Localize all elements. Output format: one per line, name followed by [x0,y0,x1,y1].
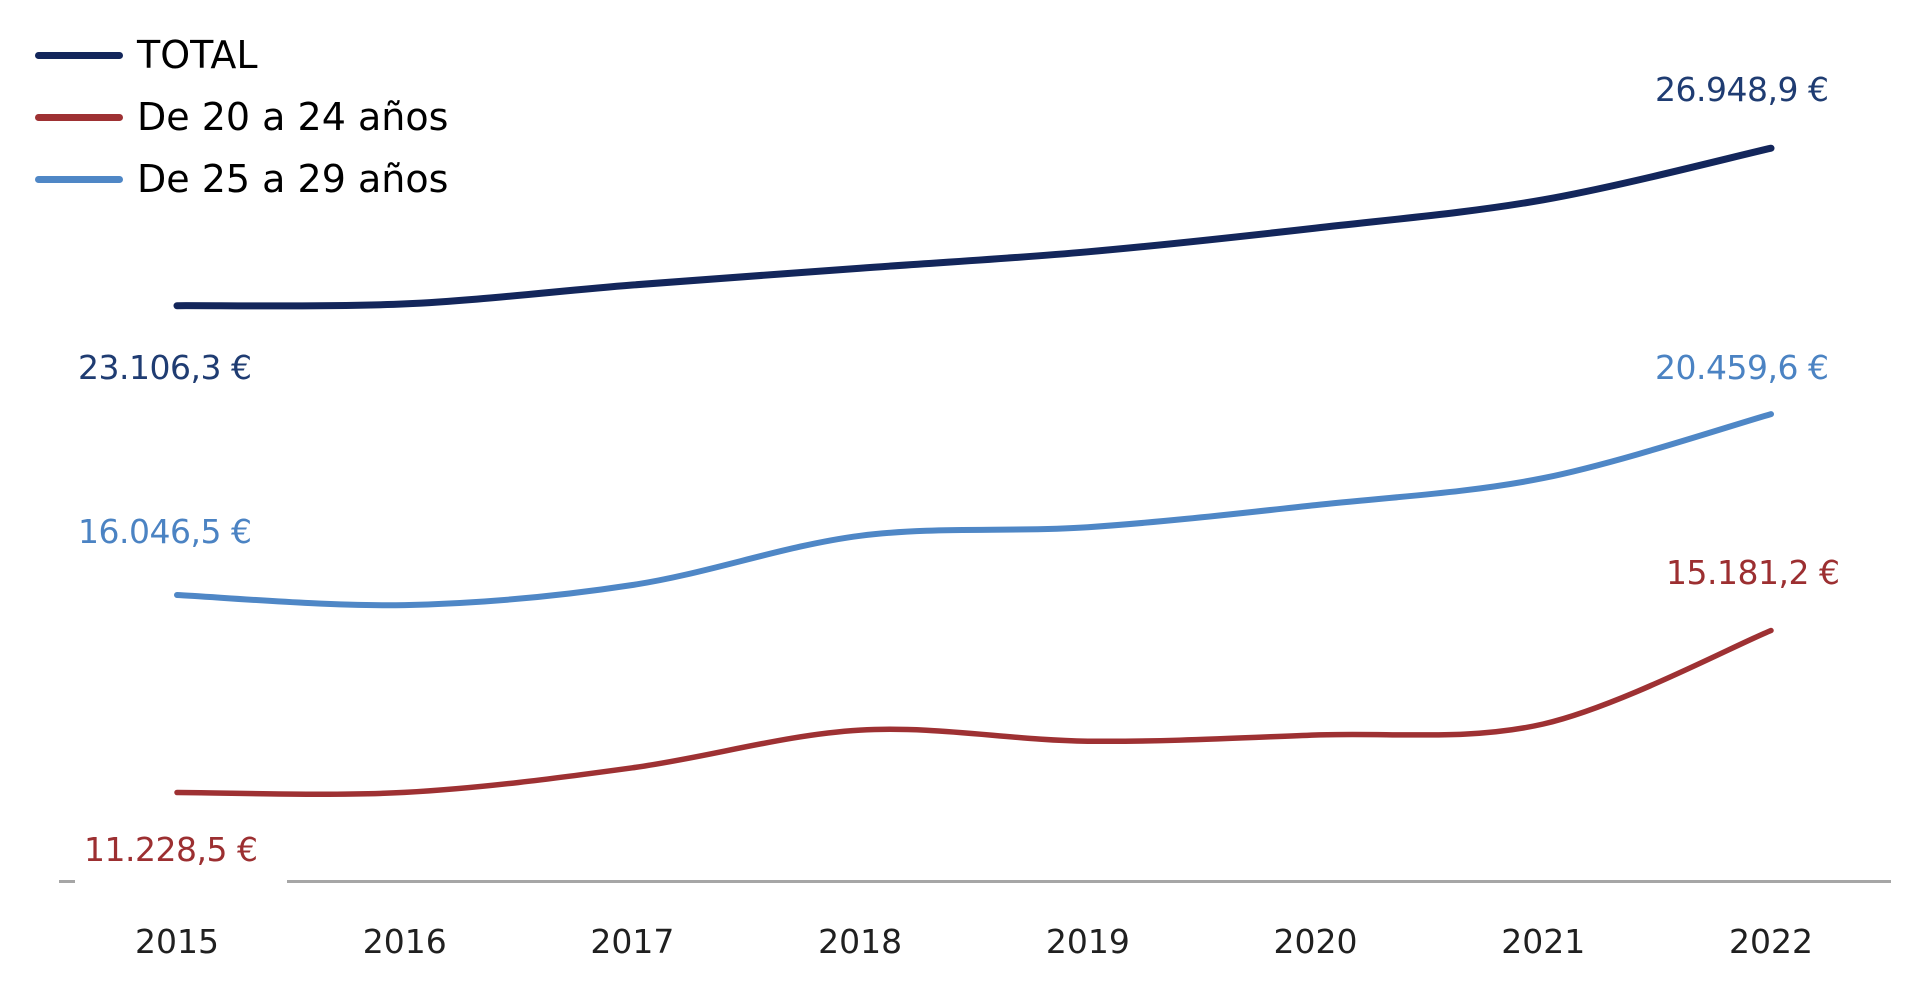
value-label-20-24-2022: 15.181,2 € [1666,553,1840,592]
legend-swatch-total [35,51,123,59]
legend-item-25-29: De 25 a 29 años [35,148,448,210]
x-axis-label-2016: 2016 [362,922,447,961]
x-axis-line [287,880,1891,883]
x-axis-label-2020: 2020 [1273,922,1358,961]
value-label-20-24-2015: 11.228,5 € [84,830,258,869]
legend-item-20-24: De 20 a 24 años [35,86,448,148]
x-axis-label-2021: 2021 [1501,922,1586,961]
legend: TOTAL De 20 a 24 años De 25 a 29 años [35,24,448,210]
value-label-total-2015: 23.106,3 € [78,348,252,387]
x-axis-label-2015: 2015 [135,922,219,961]
x-axis-label-2017: 2017 [590,922,675,961]
x-axis-label-2019: 2019 [1045,922,1130,961]
line-25-29-anos [174,411,1774,609]
line-20-24-anos [174,627,1774,797]
x-axis-label-2018: 2018 [818,922,903,961]
x-axis-label-2022: 2022 [1728,922,1813,961]
legend-label-total: TOTAL [137,33,258,77]
legend-swatch-20-24 [35,113,123,121]
value-label-25-29-2022: 20.459,6 € [1655,348,1829,387]
legend-item-total: TOTAL [35,24,448,86]
legend-label-20-24: De 20 a 24 años [137,95,449,139]
x-axis-labels: 2015 2016 2017 2018 2019 2020 2021 2022 [0,922,1920,972]
legend-label-25-29: De 25 a 29 años [137,157,449,201]
legend-swatch-25-29 [35,175,123,183]
value-label-total-2022: 26.948,9 € [1655,70,1829,109]
value-label-25-29-2015: 16.046,5 € [78,512,252,551]
x-axis-line-stub [59,880,75,883]
line-total [173,144,1775,310]
